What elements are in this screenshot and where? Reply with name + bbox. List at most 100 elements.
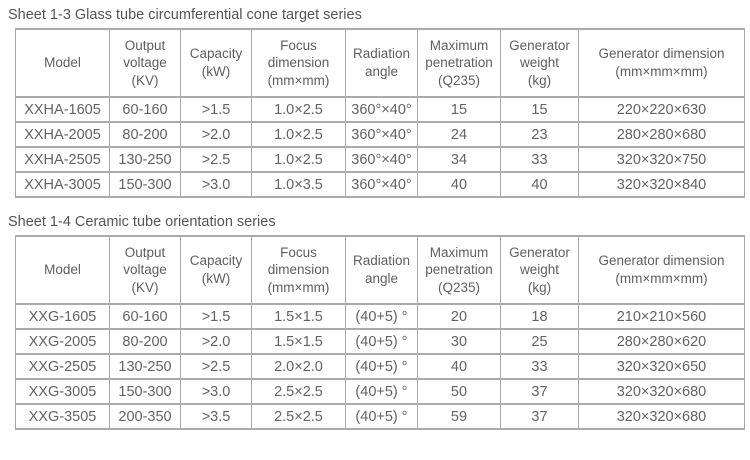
- table-cell: 320×320×680: [578, 403, 745, 430]
- table-cell: 30: [417, 328, 501, 355]
- table-cell: >3.0: [180, 378, 252, 405]
- table-cell: (40+5) °: [345, 378, 418, 405]
- document-page: Sheet 1-3 Glass tube circumferential con…: [8, 7, 745, 430]
- table-cell: 2.0×2.0: [251, 353, 346, 380]
- table-cell: 1.5×1.5: [251, 328, 346, 355]
- table-cell: XXHA-1605: [15, 96, 110, 123]
- table-cell: 15: [500, 96, 579, 123]
- table-cell: 150-300: [109, 378, 181, 405]
- table-cell: 360°×40°: [345, 121, 418, 148]
- table-cell: 34: [417, 146, 501, 173]
- table-title-sheet-1-3: Sheet 1-3 Glass tube circumferential con…: [8, 7, 362, 23]
- table-cell: 360°×40°: [345, 96, 418, 123]
- table-row: XXHA-1605 60-160 >1.5 1.0×2.5 360°×40° 15 15 22…: [15, 96, 745, 123]
- table-cell: >3.5: [180, 403, 252, 430]
- table-cell: >2.5: [180, 353, 252, 380]
- column-header: Output voltage (KV): [109, 235, 181, 305]
- header-row: Model Output voltage (KV) Capacity (kW) Foc…: [15, 28, 745, 98]
- table-cell: >1.5: [180, 303, 252, 330]
- table-cell: 60-160: [109, 303, 181, 330]
- table-cell: XXHA-2005: [15, 121, 110, 148]
- table-cell: XXG-3005: [15, 378, 110, 405]
- column-header: Generator dimension (mm×mm×mm): [578, 235, 745, 305]
- column-header: Generator dimension (mm×mm×mm): [578, 28, 745, 98]
- table-cell: XXG-1605: [15, 303, 110, 330]
- header-row: Model Output voltage (KV) Capacity (kW) Foc…: [15, 235, 745, 305]
- table-cell: 18: [500, 303, 579, 330]
- table-cell: (40+5) °: [345, 403, 418, 430]
- column-header: Focus dimension (mm×mm): [251, 235, 346, 305]
- table-cell: 40: [417, 171, 501, 198]
- table-cell: 150-300: [109, 171, 181, 198]
- table-cell: 220×220×630: [578, 96, 745, 123]
- column-header: Generator weight (kg): [500, 28, 579, 98]
- ceramic-tube-spec-table: Model Output voltage (KV) Capacity (kW) Foc…: [15, 235, 745, 430]
- table-cell: XXG-2005: [15, 328, 110, 355]
- table-cell: 25: [500, 328, 579, 355]
- table-cell: 40: [500, 171, 579, 198]
- column-header: Focus dimension (mm×mm): [251, 28, 346, 98]
- table-cell: 40: [417, 353, 501, 380]
- table-cell: 33: [500, 353, 579, 380]
- column-header: Maximum penetration (Q235): [417, 28, 501, 98]
- column-header: Generator weight (kg): [500, 235, 579, 305]
- table-cell: 280×280×680: [578, 121, 745, 148]
- table-cell: 15: [417, 96, 501, 123]
- table-cell: 360°×40°: [345, 146, 418, 173]
- table-cell: XXG-3505: [15, 403, 110, 430]
- table-cell: 360°×40°: [345, 171, 418, 198]
- column-header: Maximum penetration (Q235): [417, 235, 501, 305]
- table-cell: 320×320×840: [578, 171, 745, 198]
- table-cell: 130-250: [109, 353, 181, 380]
- table-row: XXG-3505 200-350 >3.5 2.5×2.5 (40+5) ° 59 37 32…: [15, 403, 745, 430]
- glass-tube-spec-table: Model Output voltage (KV) Capacity (kW) Foc…: [15, 28, 745, 198]
- column-header: Radiation angle: [345, 235, 418, 305]
- sheet-1-3-section: Sheet 1-3 Glass tube circumferential con…: [8, 7, 745, 198]
- table-cell: 280×280×620: [578, 328, 745, 355]
- table-cell: 320×320×750: [578, 146, 745, 173]
- table-title-sheet-1-4: Sheet 1-4 Ceramic tube orientation serie…: [8, 214, 276, 230]
- sheet-1-4-section: Sheet 1-4 Ceramic tube orientation serie…: [8, 214, 745, 430]
- table-cell: 37: [500, 378, 579, 405]
- column-header: Radiation angle: [345, 28, 418, 98]
- table-row: XXG-1605 60-160 >1.5 1.5×1.5 (40+5) ° 20 18 210…: [15, 303, 745, 330]
- table-row: XXHA-3005 150-300 >3.0 1.0×3.5 360°×40° 40 40 3…: [15, 171, 745, 198]
- table-cell: 130-250: [109, 146, 181, 173]
- table-cell: 33: [500, 146, 579, 173]
- table-cell: 320×320×680: [578, 378, 745, 405]
- table-cell: 1.5×1.5: [251, 303, 346, 330]
- table-cell: (40+5) °: [345, 303, 418, 330]
- column-header: Output voltage (KV): [109, 28, 181, 98]
- table-cell: 1.0×2.5: [251, 96, 346, 123]
- table-cell: 50: [417, 378, 501, 405]
- table-cell: 2.5×2.5: [251, 378, 346, 405]
- table-cell: 80-200: [109, 121, 181, 148]
- table-cell: XXG-2505: [15, 353, 110, 380]
- table-cell: 80-200: [109, 328, 181, 355]
- table-cell: >3.0: [180, 171, 252, 198]
- table-cell: >1.5: [180, 96, 252, 123]
- table-cell: (40+5) °: [345, 328, 418, 355]
- table-cell: 37: [500, 403, 579, 430]
- table-cell: 60-160: [109, 96, 181, 123]
- table-cell: 320×320×650: [578, 353, 745, 380]
- table-cell: 24: [417, 121, 501, 148]
- table-row: XXG-2505 130-250 >2.5 2.0×2.0 (40+5) ° 40 33 32…: [15, 353, 745, 380]
- table-row: XXHA-2505 130-250 >2.5 1.0×2.5 360°×40° 34 33 3…: [15, 146, 745, 173]
- table-cell: 200-350: [109, 403, 181, 430]
- column-header: Model: [15, 28, 110, 98]
- table-cell: >2.0: [180, 328, 252, 355]
- table-row: XXHA-2005 80-200 >2.0 1.0×2.5 360°×40° 24 23 28…: [15, 121, 745, 148]
- table-cell: >2.5: [180, 146, 252, 173]
- table-cell: 1.0×2.5: [251, 146, 346, 173]
- table-cell: >2.0: [180, 121, 252, 148]
- table-cell: XXHA-3005: [15, 171, 110, 198]
- table-cell: 2.5×2.5: [251, 403, 346, 430]
- column-header: Capacity (kW): [180, 235, 252, 305]
- table-cell: 1.0×3.5: [251, 171, 346, 198]
- column-header: Capacity (kW): [180, 28, 252, 98]
- table-cell: 23: [500, 121, 579, 148]
- table-cell: 59: [417, 403, 501, 430]
- table-cell: 1.0×2.5: [251, 121, 346, 148]
